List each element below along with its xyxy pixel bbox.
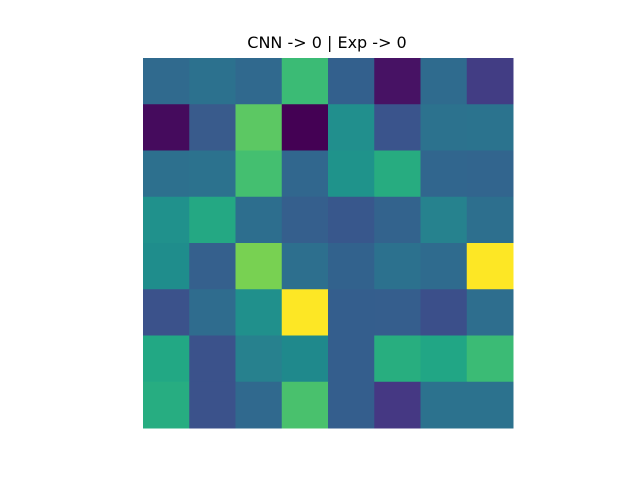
heatmap-cell-r1-c4 [328, 104, 375, 151]
heatmap-cell-r7-c0 [143, 381, 190, 429]
heatmap-cell-r6-c7 [466, 335, 514, 383]
heatmap-cell-r7-c1 [189, 381, 236, 429]
heatmap-cell-r1-c5 [374, 104, 421, 151]
heatmap-cell-r5-c6 [420, 289, 468, 336]
heatmap-cell-r7-c2 [235, 381, 283, 429]
heatmap-cell-r1-c0 [143, 104, 190, 151]
heatmap-cell-r0-c6 [420, 58, 468, 105]
heatmap-cell-r6-c4 [328, 335, 375, 383]
heatmap-cell-r6-c3 [281, 335, 329, 383]
heatmap-cell-r7-c6 [420, 381, 468, 429]
heatmap-cell-r1-c6 [420, 104, 468, 151]
heatmap-cell-r2-c4 [328, 150, 375, 198]
heatmap-cell-r0-c5 [374, 58, 421, 105]
heatmap-cells [143, 58, 514, 429]
heatmap-cell-r1-c1 [189, 104, 236, 151]
heatmap-cell-r4-c2 [235, 243, 283, 290]
heatmap-cell-r0-c0 [143, 58, 190, 105]
heatmap-cell-r6-c2 [235, 335, 283, 383]
heatmap-cell-r5-c7 [466, 289, 514, 336]
heatmap-cell-r3-c4 [328, 196, 375, 244]
heatmap-cell-r3-c6 [420, 196, 468, 244]
heatmap-cell-r0-c2 [235, 58, 283, 105]
heatmap-cell-r0-c1 [189, 58, 236, 105]
heatmap-cell-r4-c3 [281, 243, 329, 290]
chart-title: CNN -> 0 | Exp -> 0 [247, 33, 407, 52]
heatmap-cell-r5-c5 [374, 289, 421, 336]
heatmap-cell-r1-c3 [281, 104, 329, 151]
heatmap-cell-r4-c1 [189, 243, 236, 290]
heatmap-cell-r7-c7 [466, 381, 514, 429]
heatmap-cell-r3-c2 [235, 196, 283, 244]
heatmap-cell-r4-c4 [328, 243, 375, 290]
heatmap-cell-r7-c5 [374, 381, 421, 429]
heatmap-cell-r5-c4 [328, 289, 375, 336]
heatmap-cell-r7-c4 [328, 381, 375, 429]
heatmap-cell-r6-c6 [420, 335, 468, 383]
heatmap-cell-r4-c6 [420, 243, 468, 290]
heatmap-cell-r5-c1 [189, 289, 236, 336]
heatmap-cell-r6-c5 [374, 335, 421, 383]
heatmap-cell-r3-c7 [466, 196, 514, 244]
heatmap-cell-r6-c1 [189, 335, 236, 383]
heatmap-cell-r5-c0 [143, 289, 190, 336]
heatmap-cell-r4-c5 [374, 243, 421, 290]
heatmap-cell-r1-c7 [466, 104, 514, 151]
heatmap-cell-r3-c3 [281, 196, 329, 244]
heatmap-cell-r2-c0 [143, 150, 190, 198]
heatmap-cell-r2-c5 [374, 150, 421, 198]
heatmap-cell-r3-c1 [189, 196, 236, 244]
heatmap-cell-r2-c2 [235, 150, 283, 198]
heatmap-cell-r2-c7 [466, 150, 514, 198]
heatmap-cell-r3-c5 [374, 196, 421, 244]
heatmap-cell-r7-c3 [281, 381, 329, 429]
heatmap-cell-r6-c0 [143, 335, 190, 383]
heatmap-cell-r2-c3 [281, 150, 329, 198]
heatmap-cell-r4-c7 [466, 243, 514, 290]
heatmap-cell-r0-c3 [281, 58, 329, 105]
heatmap-cell-r3-c0 [143, 196, 190, 244]
heatmap-cell-r1-c2 [235, 104, 283, 151]
heatmap-cell-r5-c3 [281, 289, 329, 336]
heatmap-cell-r0-c4 [328, 58, 375, 105]
heatmap-cell-r2-c6 [420, 150, 468, 198]
heatmap-cell-r5-c2 [235, 289, 283, 336]
heatmap-cell-r2-c1 [189, 150, 236, 198]
heatmap-cell-r4-c0 [143, 243, 190, 290]
heatmap-cell-r0-c7 [466, 58, 514, 105]
